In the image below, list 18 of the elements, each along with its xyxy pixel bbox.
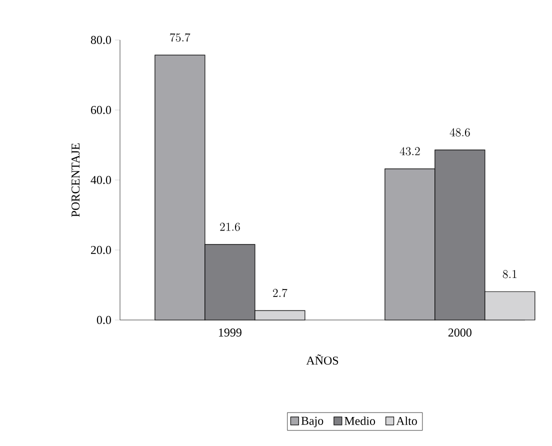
x-tick-label: 2000 bbox=[448, 328, 472, 337]
data-label: 75.7 bbox=[170, 33, 190, 42]
x-tick-label: 1999 bbox=[218, 328, 242, 337]
y-tick-label: 60.0 bbox=[90, 106, 112, 114]
y-axis-title: PORCENTAJE bbox=[72, 143, 80, 217]
y-tick-label: 20.0 bbox=[91, 246, 112, 254]
data-label: 2.7 bbox=[273, 288, 288, 298]
x-axis-title: AÑOS bbox=[306, 354, 338, 365]
y-tick-label: 0.0 bbox=[96, 316, 112, 324]
data-label: 21 .6 bbox=[220, 222, 240, 232]
data-label: 48.6 bbox=[450, 128, 470, 137]
legend-label: Bajo bbox=[301, 416, 324, 428]
y-tick-label: 80.0 bbox=[90, 36, 112, 44]
y-tick-label: 40.0 bbox=[90, 176, 112, 184]
legend-label: Medio bbox=[344, 416, 376, 426]
data-label: 43.2 bbox=[400, 147, 420, 156]
legend-label: Alto bbox=[396, 416, 417, 426]
data-label: 8. 1 bbox=[502, 270, 516, 278]
